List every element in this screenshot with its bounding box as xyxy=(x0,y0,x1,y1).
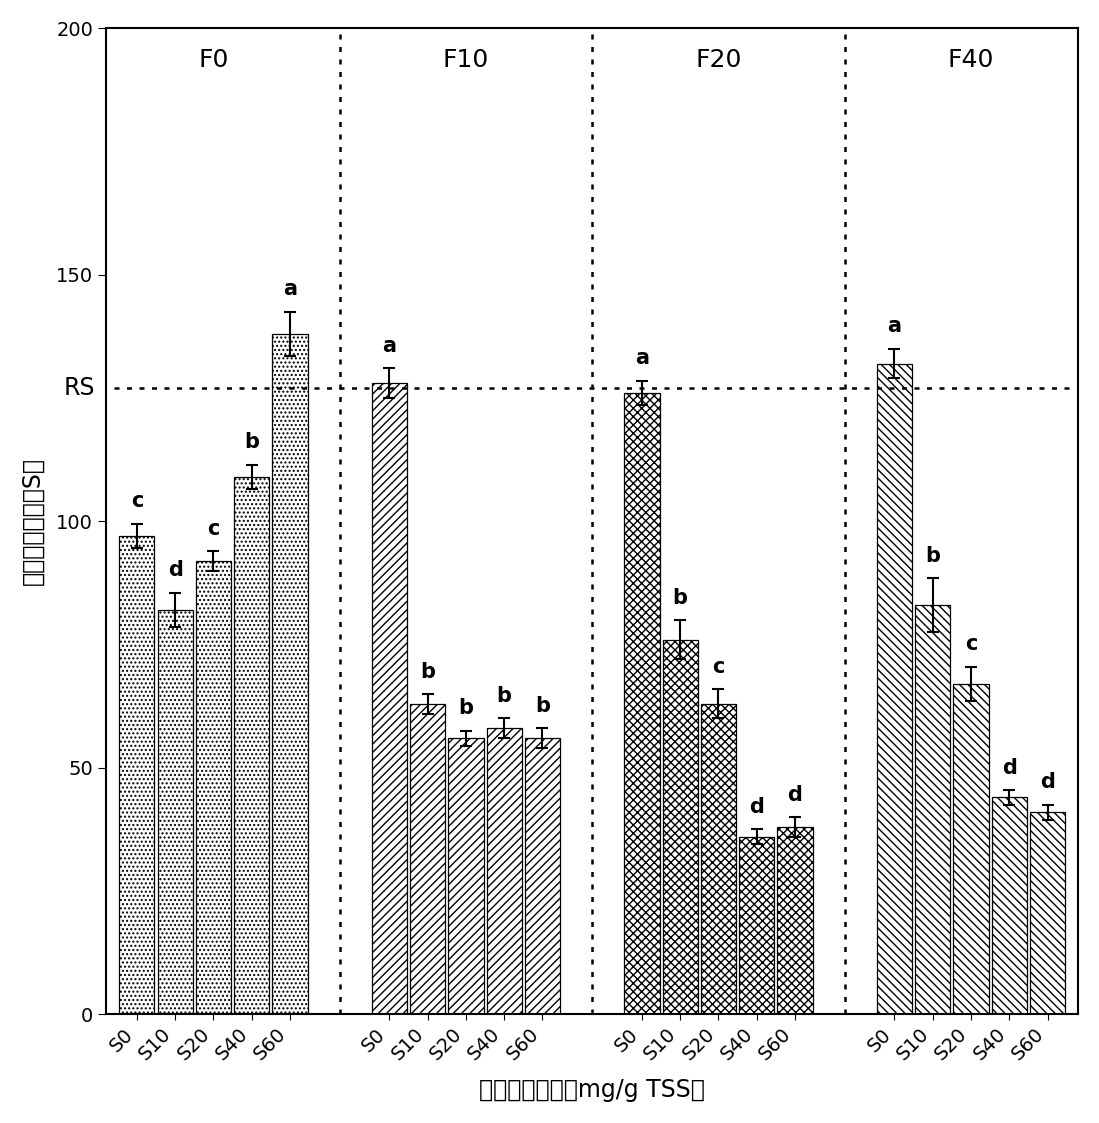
Text: RS: RS xyxy=(64,376,95,400)
Text: b: b xyxy=(925,546,941,566)
Bar xyxy=(663,640,698,1014)
Y-axis label: 毛细吸水时间（S）: 毛细吸水时间（S） xyxy=(21,457,45,585)
Bar xyxy=(120,536,155,1014)
Bar xyxy=(525,738,560,1014)
Text: a: a xyxy=(888,317,901,337)
Bar xyxy=(1030,812,1065,1014)
Bar xyxy=(371,383,407,1014)
Text: c: c xyxy=(965,634,977,655)
Bar xyxy=(624,393,659,1014)
Bar xyxy=(740,837,775,1014)
Bar xyxy=(877,364,912,1014)
Bar xyxy=(701,704,736,1014)
Text: F0: F0 xyxy=(198,48,229,72)
Bar xyxy=(777,827,812,1014)
Text: d: d xyxy=(750,797,764,818)
Bar xyxy=(954,684,989,1014)
Bar xyxy=(196,560,231,1014)
Bar xyxy=(487,729,522,1014)
Text: c: c xyxy=(208,519,220,539)
Text: d: d xyxy=(168,560,182,581)
Text: a: a xyxy=(282,280,297,300)
Text: b: b xyxy=(420,661,435,682)
Text: b: b xyxy=(673,587,688,608)
X-axis label: 过碳酸钓浓度（mg/g TSS）: 过碳酸钓浓度（mg/g TSS） xyxy=(479,1078,706,1102)
Bar xyxy=(410,704,445,1014)
Text: b: b xyxy=(535,696,550,716)
Text: d: d xyxy=(1040,773,1055,793)
Text: F10: F10 xyxy=(443,48,489,72)
Text: a: a xyxy=(635,348,648,368)
Bar xyxy=(448,738,484,1014)
Bar xyxy=(273,334,308,1014)
Text: b: b xyxy=(458,699,474,719)
Bar xyxy=(915,605,951,1014)
Text: F40: F40 xyxy=(947,48,995,72)
Text: F20: F20 xyxy=(696,48,742,72)
Bar xyxy=(234,477,269,1014)
Bar xyxy=(157,610,192,1014)
Text: c: c xyxy=(712,657,724,676)
Bar xyxy=(991,797,1026,1014)
Text: a: a xyxy=(382,336,397,356)
Text: b: b xyxy=(497,686,512,706)
Text: c: c xyxy=(131,492,143,511)
Text: b: b xyxy=(244,432,259,453)
Text: d: d xyxy=(788,785,802,805)
Text: d: d xyxy=(1002,758,1017,777)
